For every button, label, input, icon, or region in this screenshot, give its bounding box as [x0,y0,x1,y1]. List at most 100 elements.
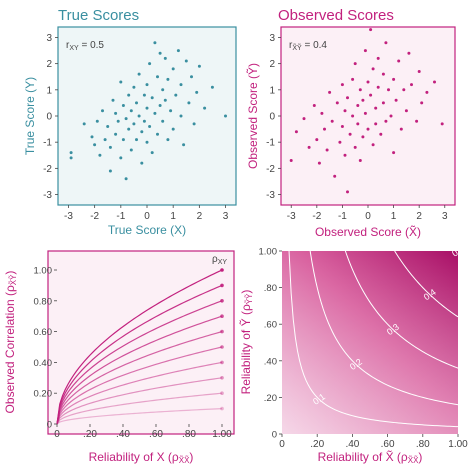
observed-scores-point [433,80,436,84]
observed-scores-x-tick-label: 0 [365,211,371,222]
observed-scores-point [333,174,337,178]
observed-scores-annotation: rX̃Ỹ = 0.4 [289,40,327,52]
observed-scores-point [361,98,365,102]
observed-scores-x-tick-label: -3 [287,211,296,222]
observed-scores-point [356,122,360,126]
panel-contour-heatmap: 0.10.20.30.40.5 0 .20 .40 .60 .80 1.00 0 .20 .4… [239,243,468,465]
observed-scores-point [358,159,362,162]
true-scores-point [179,83,183,87]
attenuation-y-axis-label: Observed Correlation (ρX̃Ỹ) [3,271,18,414]
true-scores-point [156,132,159,136]
true-scores-point [195,90,199,94]
true-scores-point [95,119,99,123]
attenuation-x-axis-label: Reliability of X (ρX̃X̃) [89,450,194,465]
observed-scores-x-tick-label: -2 [312,211,321,222]
attenuation-endpoint [220,299,224,303]
observed-scores-y-ticks: -3 -2 -1 0 1 2 3 [266,33,281,201]
true-scores-point [161,88,165,92]
true-scores-point [187,101,191,105]
true-scores-point [140,130,144,134]
attenuation-curve [56,300,223,425]
heatmap-x-tick-label: 0 [279,439,285,450]
heatmap-x-tick-label: 1.00 [448,439,468,450]
heatmap-x-axis-label: Reliability of X̃ (ρX̃X̃) [318,449,423,465]
true-scores-point [176,49,180,53]
observed-scores-point [420,101,424,105]
true-scores-point [69,156,73,160]
observed-scores-point [376,85,380,89]
true-scores-y-axis-label: True Score (Y) [23,77,37,155]
attenuation-curve [56,269,223,425]
observed-scores-point [363,111,367,115]
observed-scores-point [343,109,347,113]
attenuation-endpoint [220,406,224,411]
attenuation-curves [56,268,224,425]
true-scores-point [174,93,178,97]
true-scores-point [184,59,188,63]
observed-scores-point [392,77,396,81]
attenuation-plot-area [47,250,235,435]
observed-scores-plot-area [280,26,456,206]
attenuation-legend-label: ρXY [212,254,227,266]
true-scores-point [142,119,146,123]
observed-scores-point [374,122,378,126]
true-scores-point [137,72,141,76]
observed-scores-point [338,140,342,144]
heatmap-contour-line [344,250,459,369]
true-scores-annotation: rXY = 0.5 [66,40,104,52]
observed-scores-point [356,104,360,107]
observed-scores-point [381,72,385,76]
observed-scores-x-tick-label: -1 [338,211,347,222]
observed-scores-point [399,127,403,131]
heatmap-y-tick-label: .80 [264,283,277,294]
observed-scores-point [315,138,319,142]
true-scores-point [190,75,193,79]
observed-scores-point [363,49,367,53]
observed-scores-x-tick-label: 2 [416,211,422,222]
observed-scores-point [394,98,398,102]
true-scores-point [153,41,157,45]
true-scores-point [119,156,123,160]
observed-scores-point [371,143,375,147]
observed-scores-point [384,41,388,45]
attenuation-x-tick-label: .60 [149,429,163,440]
true-scores-point [103,138,107,142]
attenuation-curve [56,284,223,425]
true-scores-point [129,148,133,152]
observed-scores-point [294,130,298,134]
observed-scores-point [379,132,383,136]
attenuation-endpoint [220,314,224,319]
true-scores-point [124,117,128,121]
observed-scores-point [440,122,444,126]
true-scores-point [158,104,162,107]
observed-scores-points [289,28,444,194]
true-scores-point [93,143,97,147]
true-scores-point [98,153,102,157]
true-scores-point [108,169,112,173]
true-scores-title: True Scores [58,7,139,24]
true-scores-point [111,98,115,102]
observed-scores-x-ticks: -3 -2 -1 0 1 2 3 [287,205,448,222]
true-scores-x-tick-label: -3 [64,211,73,222]
observed-scores-point [335,101,339,105]
true-scores-point [161,119,165,123]
heatmap-y-tick-label: .40 [264,356,277,367]
heatmap-contours: 0.10.20.30.40.5 [288,243,466,428]
observed-scores-point [384,119,388,123]
true-scores-point [121,104,125,107]
heatmap-x-tick-label: .20 [310,439,324,450]
heatmap-x-tick-label: .60 [381,439,395,450]
true-scores-point [145,140,149,144]
true-scores-y-tick-label: -1 [43,138,52,149]
panel-observed-scores: Observed Scores rX̃Ỹ = 0.4 -3 -2 -1 0 1 2 3 -3… [246,7,456,239]
observed-scores-point [325,148,329,152]
observed-scores-point [366,127,370,131]
observed-scores-point [328,90,332,94]
true-scores-point [166,138,170,142]
true-scores-y-tick-label: 3 [46,33,52,44]
observed-scores-y-tick-label: 2 [269,59,275,70]
true-scores-y-tick-label: -3 [43,190,52,201]
attenuation-endpoint [220,329,224,334]
true-scores-point [135,138,138,142]
observed-scores-point [381,101,385,105]
